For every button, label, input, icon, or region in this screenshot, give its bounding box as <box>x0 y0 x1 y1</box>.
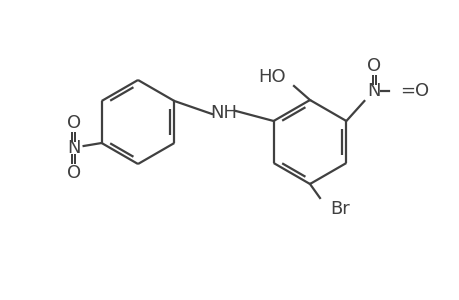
Text: O: O <box>67 164 80 182</box>
Text: =O: =O <box>399 82 429 100</box>
Text: N: N <box>367 82 381 100</box>
Text: O: O <box>367 57 381 75</box>
Text: NH: NH <box>210 104 237 122</box>
Text: Br: Br <box>329 200 349 218</box>
Text: O: O <box>67 114 80 132</box>
Text: N: N <box>67 139 80 157</box>
Text: HO: HO <box>258 68 285 86</box>
